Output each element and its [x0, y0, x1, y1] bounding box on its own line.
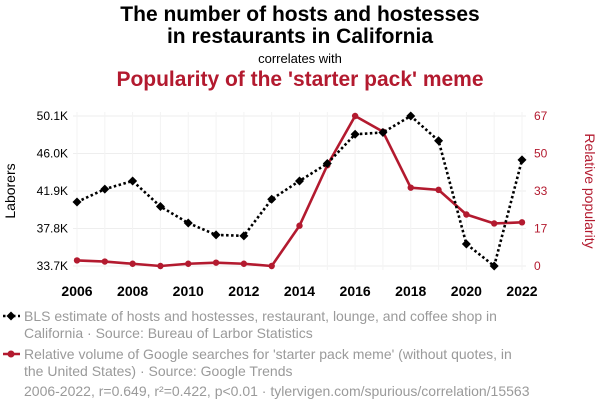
series-1-point — [183, 218, 193, 228]
legend-series-2-marker — [7, 350, 15, 358]
x-tick: 2022 — [506, 283, 537, 299]
y-tick-right: 17 — [534, 222, 548, 236]
legend-series-2-text: Relative volume of Google searches for '… — [24, 346, 512, 379]
legend-series-1-marker — [6, 311, 16, 321]
x-tick: 2010 — [173, 283, 204, 299]
y-tick-right: 50 — [534, 147, 548, 161]
chart-title-line-1: The number of hosts and hostesses — [120, 3, 480, 26]
chart-title-line-2: in restaurants in California — [166, 25, 434, 48]
series-2-point — [463, 211, 470, 218]
series-2-point — [73, 257, 81, 264]
series-2-point — [240, 260, 248, 267]
series-1-point — [239, 231, 249, 241]
series-1-point — [350, 129, 360, 139]
series-2-point — [435, 186, 442, 194]
series-1-point — [322, 159, 332, 169]
x-tick: 2020 — [451, 283, 482, 299]
y-tick-right: 33 — [534, 184, 548, 198]
x-axis-ticks: 2006 2008 2010 2012 2014 2016 2018 2020 2022 — [61, 283, 537, 299]
series-1-point — [517, 155, 527, 165]
series-2-point — [296, 222, 303, 229]
legend-series-1-text: BLS estimate of hosts and hostesses, res… — [24, 308, 497, 341]
series-2-point — [407, 184, 414, 191]
x-tick: 2012 — [228, 283, 259, 299]
series-1-point — [406, 111, 416, 121]
series-2-point — [129, 260, 136, 267]
y-tick-right: 0 — [534, 259, 541, 273]
series-starter-pack — [73, 112, 526, 270]
right-axis-label: Relative popularity — [582, 133, 598, 248]
y-tick-left: 46.0K — [37, 147, 68, 161]
x-tick: 2018 — [395, 283, 426, 299]
x-tick: 2016 — [340, 283, 371, 299]
y-tick-left: 33.7K — [37, 259, 68, 273]
series-1-point — [295, 176, 304, 186]
correlates-with-label: correlates with — [258, 51, 342, 66]
series-1-point — [434, 136, 444, 146]
footer-stats: 2006-2022, r=0.649, r²=0.422, p<0.01 · t… — [24, 383, 530, 399]
series-1-point — [378, 127, 388, 137]
left-axis-ticks: 50.1K 46.0K 41.9K 37.8K 33.7K — [37, 109, 68, 273]
y-tick-right: 67 — [534, 109, 548, 123]
series-1-point — [72, 197, 82, 207]
series-hosts-hostesses — [72, 111, 527, 271]
chart-subtitle: Popularity of the 'starter pack' meme — [116, 68, 484, 91]
y-tick-left: 50.1K — [37, 109, 68, 123]
series-2-point — [268, 262, 275, 270]
series-1-point — [267, 194, 277, 204]
series-2-point — [351, 112, 359, 120]
series-2-point — [157, 262, 164, 270]
series-1-point — [461, 239, 471, 249]
gridlines — [73, 112, 526, 270]
x-tick: 2006 — [61, 283, 92, 299]
right-axis-ticks: 67 50 33 17 0 — [534, 109, 548, 273]
series-1-point — [155, 202, 165, 212]
series-2-point — [185, 260, 192, 267]
series-1-point — [489, 261, 499, 271]
series-1-point — [211, 230, 221, 240]
x-tick: 2008 — [117, 283, 148, 299]
y-tick-left: 37.8K — [37, 222, 68, 236]
series-2-point — [212, 259, 220, 266]
series-1-point — [100, 184, 110, 194]
y-tick-left: 41.9K — [37, 184, 68, 198]
series-2-point — [101, 258, 109, 265]
legend-markers — [3, 311, 20, 358]
left-axis-label: Laborers — [2, 163, 18, 218]
x-tick: 2014 — [284, 283, 315, 299]
series-2-point — [518, 219, 526, 226]
series-1-point — [128, 176, 138, 186]
series-2-point — [490, 220, 498, 227]
